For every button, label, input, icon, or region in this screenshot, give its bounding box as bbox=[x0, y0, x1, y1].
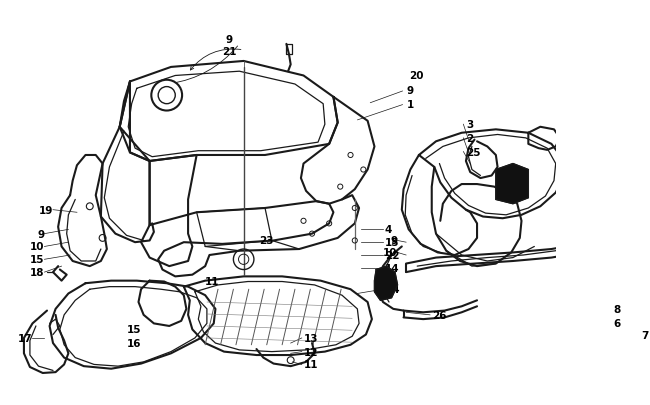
Text: 22: 22 bbox=[385, 250, 399, 260]
Polygon shape bbox=[496, 164, 528, 204]
Text: 16: 16 bbox=[127, 338, 141, 348]
Text: 8: 8 bbox=[614, 304, 621, 314]
Text: 24: 24 bbox=[385, 284, 399, 294]
Text: 9: 9 bbox=[226, 34, 233, 45]
Text: 2: 2 bbox=[466, 134, 473, 143]
Text: 9: 9 bbox=[37, 229, 44, 239]
Text: 10: 10 bbox=[30, 242, 44, 252]
Text: 7: 7 bbox=[641, 330, 649, 340]
Text: 11: 11 bbox=[304, 360, 318, 369]
Text: 9: 9 bbox=[391, 236, 398, 246]
Text: 17: 17 bbox=[18, 333, 32, 343]
Polygon shape bbox=[374, 266, 398, 301]
Text: 26: 26 bbox=[432, 310, 447, 320]
Text: 3: 3 bbox=[466, 120, 473, 130]
Text: 12: 12 bbox=[304, 347, 318, 357]
Text: 11: 11 bbox=[205, 276, 219, 286]
Text: 21: 21 bbox=[222, 47, 237, 57]
Text: 20: 20 bbox=[409, 71, 423, 81]
Text: 15: 15 bbox=[385, 238, 399, 247]
Text: 10: 10 bbox=[383, 248, 398, 258]
Text: 18: 18 bbox=[30, 267, 44, 277]
Text: 9: 9 bbox=[407, 86, 414, 96]
Text: 13: 13 bbox=[304, 333, 318, 343]
Text: 14: 14 bbox=[385, 263, 399, 273]
Text: 23: 23 bbox=[259, 236, 274, 246]
Text: 15: 15 bbox=[127, 324, 141, 335]
Text: 25: 25 bbox=[466, 147, 480, 157]
Text: 19: 19 bbox=[38, 205, 53, 215]
Text: 4: 4 bbox=[385, 225, 392, 235]
Text: 6: 6 bbox=[614, 318, 621, 328]
Text: 15: 15 bbox=[30, 255, 44, 264]
Text: 1: 1 bbox=[407, 100, 414, 109]
Circle shape bbox=[151, 81, 182, 111]
